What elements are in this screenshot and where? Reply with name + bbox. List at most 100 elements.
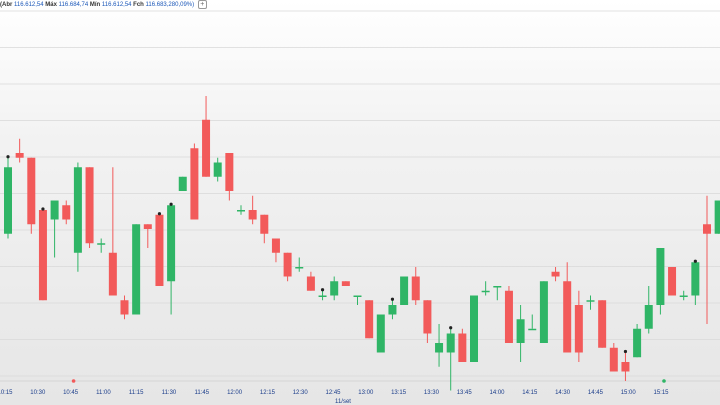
bullish-candle[interactable] bbox=[633, 324, 642, 358]
candle-body bbox=[132, 224, 141, 315]
candle-body bbox=[539, 281, 548, 343]
bullish-candle[interactable] bbox=[376, 314, 385, 353]
candle-body bbox=[423, 300, 432, 334]
bearish-candle[interactable] bbox=[574, 290, 583, 362]
candle-body bbox=[283, 252, 292, 277]
bearish-candle[interactable] bbox=[621, 352, 630, 382]
bearish-candle[interactable] bbox=[62, 200, 71, 225]
bearish-candle[interactable] bbox=[598, 300, 607, 348]
bullish-candle[interactable] bbox=[586, 295, 595, 310]
markers bbox=[6, 155, 697, 354]
candle-body bbox=[586, 300, 595, 302]
candle-body bbox=[108, 252, 117, 296]
bearish-candle[interactable] bbox=[120, 295, 129, 320]
bullish-candle[interactable] bbox=[4, 157, 12, 239]
bearish-candle[interactable] bbox=[108, 167, 117, 296]
candle-marker-dot bbox=[693, 259, 697, 263]
bearish-candle[interactable] bbox=[306, 271, 315, 291]
bullish-candle[interactable] bbox=[656, 248, 665, 315]
bullish-candle[interactable] bbox=[50, 200, 59, 258]
ohlc-header: (Abr 116.612,54 Máx 116.684,74 Mín 116.6… bbox=[0, 0, 207, 11]
candle-marker-dot bbox=[449, 326, 453, 330]
bearish-candle[interactable] bbox=[27, 157, 36, 234]
bullish-candle[interactable] bbox=[691, 262, 700, 305]
bullish-candle[interactable] bbox=[714, 200, 720, 234]
bearish-candle[interactable] bbox=[411, 267, 420, 305]
bullish-candle[interactable] bbox=[470, 295, 478, 363]
x-tick-label: 15:00 bbox=[621, 390, 637, 396]
candle-body bbox=[190, 148, 199, 220]
bearish-candle[interactable] bbox=[85, 167, 94, 248]
bullish-candle[interactable] bbox=[400, 276, 409, 306]
candle-marker-dot bbox=[623, 349, 628, 354]
bullish-candle[interactable] bbox=[178, 176, 187, 191]
x-tick-label: 13:45 bbox=[457, 390, 473, 396]
plus-icon[interactable]: + bbox=[197, 0, 207, 9]
candle-marker-dot bbox=[169, 202, 173, 206]
min-label: Mín bbox=[89, 2, 101, 9]
bearish-candle[interactable] bbox=[365, 300, 374, 339]
bearish-candle[interactable] bbox=[260, 214, 269, 244]
bullish-candle[interactable] bbox=[237, 205, 245, 215]
bullish-candle[interactable] bbox=[435, 324, 444, 367]
bearish-candle[interactable] bbox=[143, 224, 152, 248]
bearish-candle[interactable] bbox=[38, 210, 47, 301]
x-tick-label: 10:30 bbox=[30, 390, 46, 396]
bullish-candle[interactable] bbox=[446, 328, 455, 391]
bullish-candle[interactable] bbox=[539, 281, 548, 343]
bearish-candle[interactable] bbox=[202, 96, 211, 177]
bearish-candle[interactable] bbox=[563, 262, 572, 353]
bearish-candle[interactable] bbox=[155, 214, 164, 286]
bullish-candle[interactable] bbox=[132, 224, 141, 315]
bullish-candle[interactable] bbox=[679, 290, 688, 301]
candle-body bbox=[318, 295, 327, 297]
x-tick-label: 14:30 bbox=[555, 390, 571, 396]
candle-marker-dot bbox=[320, 288, 325, 292]
candle-body bbox=[143, 224, 152, 229]
bearish-candle[interactable] bbox=[458, 328, 467, 362]
bearish-candle[interactable] bbox=[551, 267, 560, 282]
bearish-candle[interactable] bbox=[423, 300, 432, 343]
candle-body bbox=[551, 271, 560, 277]
bearish-candle[interactable] bbox=[609, 343, 618, 372]
bearish-candle[interactable] bbox=[668, 267, 677, 296]
bullish-candle[interactable] bbox=[73, 162, 82, 272]
candle-marker-dot bbox=[157, 212, 162, 216]
candle-body bbox=[470, 295, 478, 362]
candle-body bbox=[388, 305, 397, 315]
bullish-candle[interactable] bbox=[330, 276, 339, 301]
candle-body bbox=[691, 262, 700, 296]
bullish-candle[interactable] bbox=[481, 281, 490, 296]
bullish-candle[interactable] bbox=[213, 157, 222, 182]
bearish-candle[interactable] bbox=[504, 286, 513, 343]
candle-body bbox=[202, 119, 211, 177]
bullish-candle[interactable] bbox=[167, 205, 176, 315]
bearish-candle[interactable] bbox=[190, 143, 199, 220]
candle-body bbox=[458, 333, 467, 362]
bullish-candle[interactable] bbox=[493, 286, 502, 301]
bearish-candle[interactable] bbox=[225, 153, 234, 201]
bullish-candle[interactable] bbox=[97, 238, 106, 253]
bullish-candle[interactable] bbox=[295, 257, 304, 272]
bullish-candle[interactable] bbox=[318, 290, 327, 301]
candle-marker-dot bbox=[390, 297, 395, 301]
bullish-candle[interactable] bbox=[388, 300, 397, 320]
bearish-candle[interactable] bbox=[341, 281, 350, 286]
bearish-candle[interactable] bbox=[283, 252, 292, 282]
bullish-candle[interactable] bbox=[528, 314, 537, 331]
bullish-candle[interactable] bbox=[516, 305, 525, 362]
x-tick-label: 12:00 bbox=[227, 390, 243, 396]
bearish-candle[interactable] bbox=[703, 195, 711, 324]
candle-body bbox=[237, 210, 245, 212]
x-tick-label: 14:00 bbox=[489, 390, 505, 396]
open-label: (Abr bbox=[0, 2, 13, 9]
x-tick-label: 13:00 bbox=[358, 390, 374, 396]
candle-body bbox=[516, 319, 525, 343]
bearish-candle[interactable] bbox=[248, 195, 257, 225]
bearish-candle[interactable] bbox=[15, 138, 24, 163]
bullish-candle[interactable] bbox=[353, 295, 362, 306]
open-value: 116.612,54 bbox=[14, 2, 44, 9]
bearish-candle[interactable] bbox=[271, 238, 280, 263]
bullish-candle[interactable] bbox=[644, 286, 653, 334]
